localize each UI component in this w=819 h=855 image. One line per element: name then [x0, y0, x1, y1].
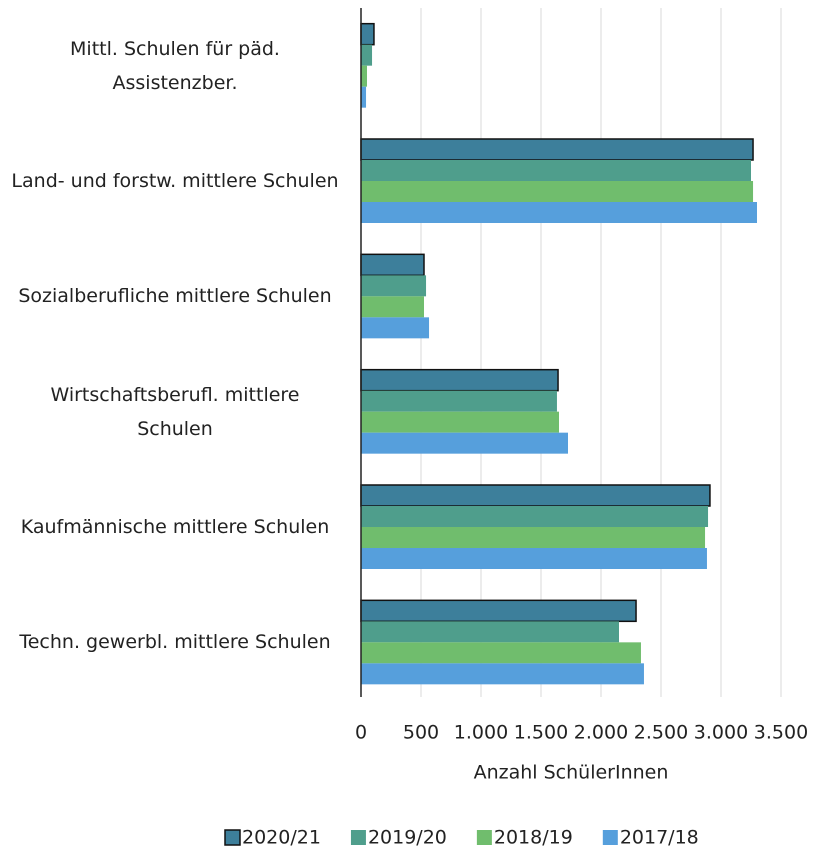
- bar: [361, 317, 430, 339]
- bar: [361, 275, 427, 297]
- bar: [361, 181, 754, 202]
- y-tick-label: Sozialberufliche mittlere Schulen: [18, 285, 332, 308]
- x-tick-label: 2.500: [634, 722, 688, 744]
- legend-swatch: [602, 830, 618, 845]
- y-tick-label: Kaufmännische mittlere Schulen: [20, 516, 330, 538]
- legend-swatch: [224, 829, 241, 846]
- bar: [360, 138, 754, 161]
- legend-label: 2019/20: [368, 827, 447, 849]
- bar: [361, 527, 706, 548]
- y-tick-label: Wirtschaftsberufl. mittlere Schulen: [50, 383, 300, 440]
- bar: [360, 22, 375, 46]
- bar: [360, 599, 637, 623]
- legend-swatch: [350, 830, 366, 845]
- bar: [361, 202, 757, 223]
- x-tick-label: 1.000: [454, 722, 508, 744]
- x-axis-title: Anzahl SchülerInnen: [474, 762, 669, 784]
- legend-swatch: [476, 830, 492, 845]
- y-tick-label: Land- und forstw. mittlere Schulen: [11, 170, 339, 192]
- legend-label: 2018/19: [494, 827, 573, 849]
- y-tick-label: Techn. gewerbl. mittlere Schulen: [19, 631, 331, 654]
- y-tick-label: Mittl. Schulen für päd. Assistenzber.: [70, 37, 280, 94]
- bar: [360, 484, 711, 507]
- bar: [361, 642, 641, 664]
- x-tick-label: 3.500: [754, 722, 808, 744]
- bar: [361, 390, 557, 412]
- x-tick-label: 500: [403, 722, 439, 744]
- bar: [361, 506, 709, 527]
- bar: [361, 65, 367, 87]
- legend-label: 2020/21: [242, 827, 321, 849]
- bar: [360, 368, 559, 392]
- x-tick-label: 1.500: [514, 722, 568, 744]
- bar: [361, 621, 619, 643]
- bar: [361, 411, 559, 433]
- bar: [361, 432, 568, 454]
- x-tick-label: 0: [355, 722, 367, 744]
- bar: [361, 86, 367, 108]
- bar: [361, 160, 751, 181]
- bar: [361, 296, 424, 318]
- legend-label: 2017/18: [620, 827, 699, 849]
- x-tick-label: 2.000: [574, 722, 628, 744]
- bar: [361, 663, 644, 685]
- bar: [361, 44, 373, 66]
- bar: [361, 548, 707, 569]
- bar: [360, 253, 425, 277]
- x-tick-label: 3.000: [694, 722, 748, 744]
